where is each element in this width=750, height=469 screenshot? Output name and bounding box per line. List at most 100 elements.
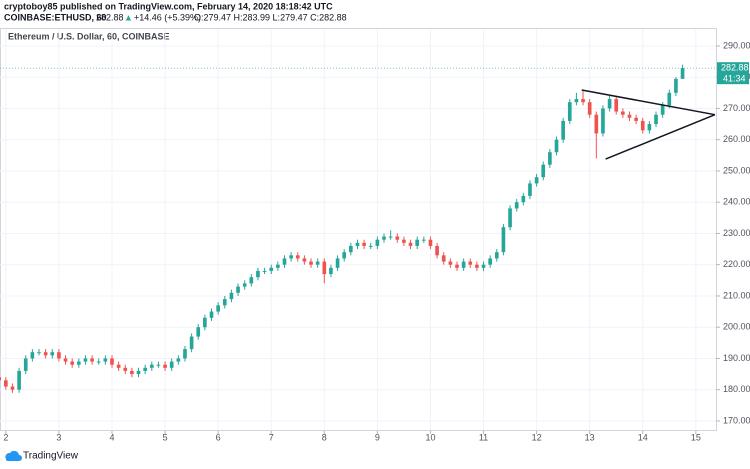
candle-body xyxy=(50,352,55,356)
candle-body xyxy=(37,352,41,354)
candle-body xyxy=(587,102,592,115)
candle-body xyxy=(63,358,68,362)
candle-body xyxy=(209,311,214,318)
x-tick-label: 7 xyxy=(269,432,274,442)
candle-body xyxy=(508,208,512,228)
candle-body xyxy=(647,124,652,131)
candle-body xyxy=(627,114,632,118)
candle-body xyxy=(634,117,638,121)
y-tick-label: 250.00 xyxy=(723,165,750,175)
candle-body xyxy=(242,283,247,287)
x-tick-label: 3 xyxy=(56,432,61,442)
candle-body xyxy=(256,270,260,278)
x-tick-label: 4 xyxy=(109,432,114,442)
plot-frame xyxy=(0,28,717,431)
candle-body xyxy=(309,261,313,265)
candle-body xyxy=(143,367,147,371)
candle-body xyxy=(282,258,287,265)
candle-body xyxy=(163,364,167,368)
candle-body xyxy=(176,358,181,362)
x-tick-label: 6 xyxy=(216,432,221,442)
brand: TradingView xyxy=(23,451,79,462)
candle-body xyxy=(43,352,48,356)
y-tick-label: 180.00 xyxy=(723,384,750,394)
candle-body xyxy=(561,120,565,140)
last-price-label: 282.88 xyxy=(721,63,749,73)
candle-body xyxy=(23,358,28,371)
logo xyxy=(5,450,23,461)
candle-body xyxy=(236,286,240,293)
candle-body xyxy=(408,242,413,246)
candle-body xyxy=(428,239,433,246)
candle-body xyxy=(116,364,121,368)
candle-body xyxy=(521,195,526,203)
candle-body xyxy=(289,255,293,259)
chart-title: Ethereum / U.S. Dollar, 60, COINBASE xyxy=(8,31,170,41)
candle-body xyxy=(435,245,439,256)
candle-body xyxy=(514,202,519,209)
candle-body xyxy=(30,352,35,359)
candle-body xyxy=(276,264,280,268)
x-tick-label: 8 xyxy=(322,432,327,442)
y-tick-label: 220.00 xyxy=(723,259,750,269)
candle-body xyxy=(534,177,539,184)
y-tick-label: 190.00 xyxy=(723,353,750,363)
x-tick-label: 5 xyxy=(163,432,168,442)
candle-body xyxy=(548,152,552,165)
candle-body xyxy=(203,317,207,328)
candle-body xyxy=(249,277,254,284)
candle-body xyxy=(375,239,380,246)
candle-body xyxy=(541,164,546,178)
candle-body xyxy=(322,261,327,275)
x-tick-label: 2 xyxy=(3,432,8,442)
x-tick-label: 11 xyxy=(479,432,488,442)
candle-body xyxy=(149,364,154,368)
candle-body xyxy=(667,92,672,106)
candle-body xyxy=(169,361,174,368)
candle-body xyxy=(10,386,15,390)
candle-body xyxy=(335,258,340,268)
x-tick-label: 13 xyxy=(585,432,595,442)
y-tick-label: 230.00 xyxy=(723,228,750,238)
countdown-label: 41:34 xyxy=(723,74,746,84)
candle-body xyxy=(680,68,685,79)
candle-body xyxy=(368,245,373,247)
candle-body xyxy=(481,264,486,268)
x-tick-label: 14 xyxy=(638,432,648,442)
candle-body xyxy=(269,267,274,271)
trendline xyxy=(605,113,716,160)
candle-body xyxy=(302,258,307,262)
candle-body xyxy=(355,242,360,246)
candle-body xyxy=(421,239,426,241)
candle-body xyxy=(640,120,645,131)
candle-body xyxy=(554,139,559,153)
candle-body xyxy=(123,367,128,371)
candle-body xyxy=(594,114,599,134)
candle-body xyxy=(607,99,612,109)
candle-body xyxy=(136,370,141,375)
last-price-box xyxy=(717,62,749,85)
y-tick-label: 290.00 xyxy=(723,40,750,50)
candle-body xyxy=(183,349,187,359)
candle-body xyxy=(76,361,81,365)
candle-body xyxy=(4,380,8,387)
candle-body xyxy=(501,227,506,253)
y-tick-label: 260.00 xyxy=(723,134,750,144)
candle-body xyxy=(528,183,532,196)
candle-body xyxy=(216,305,220,312)
candle-body xyxy=(229,292,234,300)
candle-body xyxy=(494,252,499,259)
candle-body xyxy=(475,264,479,268)
trendline xyxy=(581,89,716,116)
candle-body xyxy=(362,242,366,246)
candle-body xyxy=(468,261,473,265)
candle-body xyxy=(96,361,101,363)
candle-body xyxy=(295,255,300,259)
x-tick-label: 10 xyxy=(425,432,435,442)
candle-body xyxy=(342,252,347,259)
price: 282.88 xyxy=(96,12,124,22)
symbol: COINBASE:ETHUSD, 60 xyxy=(4,12,107,22)
x-tick-label: 12 xyxy=(532,432,542,442)
candle-body xyxy=(488,258,492,265)
x-tick-label: 9 xyxy=(375,432,380,442)
